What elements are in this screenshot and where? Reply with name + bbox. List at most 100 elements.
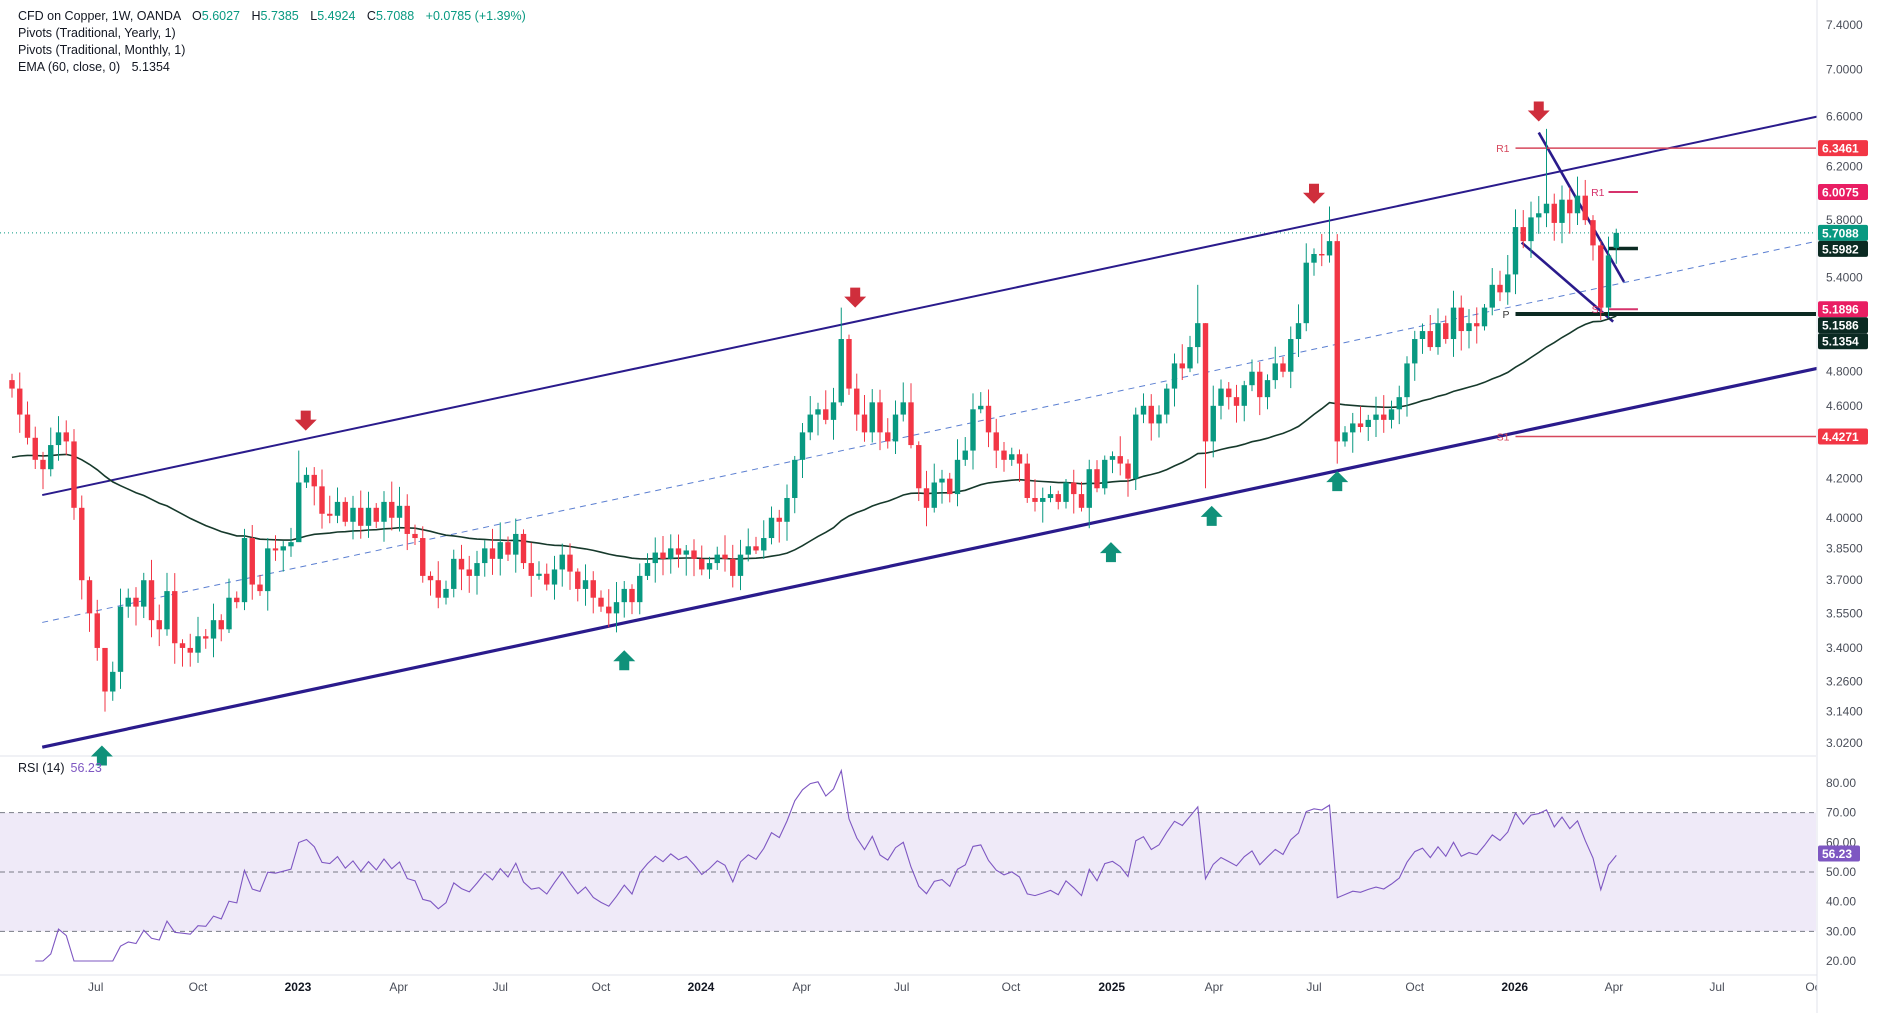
candle	[978, 392, 984, 414]
candle	[1280, 356, 1286, 378]
candle	[1319, 233, 1325, 267]
candle-body	[358, 507, 364, 526]
candle	[567, 543, 573, 590]
candle	[962, 437, 968, 466]
candle	[1195, 284, 1201, 364]
indicator-legend-ema[interactable]: EMA (60, close, 0) 5.1354	[18, 59, 526, 76]
candle-body	[861, 414, 868, 433]
candle-body	[520, 533, 527, 564]
candle	[133, 587, 139, 626]
candle	[761, 520, 767, 559]
candle	[1443, 315, 1449, 344]
candle	[861, 395, 868, 442]
candle-body	[1164, 388, 1170, 415]
price-label-badge	[1818, 301, 1868, 318]
candle	[582, 564, 589, 606]
candle	[265, 538, 271, 611]
price-label-text: 5.1586	[1822, 319, 1859, 333]
candle	[1582, 179, 1588, 225]
candle	[520, 529, 527, 570]
candle	[706, 556, 713, 579]
candle-body	[954, 459, 961, 495]
candle	[1381, 395, 1387, 433]
candle-body	[544, 573, 550, 585]
open-label: O	[192, 9, 202, 23]
candle	[768, 506, 775, 545]
indicator-legend-monthly-pivots[interactable]: Pivots (Traditional, Monthly, 1)	[18, 43, 186, 57]
candle-body	[768, 517, 775, 539]
candle	[412, 524, 418, 546]
candle-body	[993, 432, 999, 451]
candle-body	[908, 402, 914, 446]
up-arrow-icon	[613, 650, 636, 671]
candle	[1567, 187, 1573, 234]
time-axis[interactable]: Jul Oct 2023 Apr Jul Oct 2024 Apr Jul Oct 2025 Apr J…	[88, 980, 1825, 994]
candle-body	[272, 548, 279, 551]
candle	[1427, 315, 1433, 351]
candle	[1512, 209, 1519, 295]
candle	[117, 588, 124, 689]
candle-body	[40, 459, 46, 470]
candle	[48, 427, 54, 477]
rsi-legend[interactable]: RSI (14) 56.23	[18, 761, 102, 775]
candle-body	[195, 636, 201, 653]
candle	[644, 553, 651, 580]
symbol-title: CFD on Copper, 1W, OANDA	[18, 9, 181, 23]
candle-body	[1133, 414, 1139, 479]
candle	[1295, 304, 1302, 357]
candle-body	[110, 671, 116, 692]
price-label-badge	[1818, 317, 1868, 334]
price-axis[interactable]: 7.4000 7.0000 6.6000 6.2000 5.8000 5.4000 4.80…	[1816, 0, 1884, 1013]
candle-body	[1435, 323, 1441, 348]
time-tick-label: Oct	[592, 980, 611, 994]
time-tick-label: Oct	[1405, 980, 1424, 994]
candle-body	[722, 554, 728, 559]
candle-body	[1582, 195, 1588, 221]
ema-line	[11, 315, 1617, 560]
candle-body	[706, 563, 713, 570]
candle-body	[1233, 397, 1240, 406]
candle	[1133, 407, 1139, 491]
candle	[1396, 385, 1402, 425]
candle-body	[1319, 253, 1325, 256]
candle	[327, 495, 333, 524]
price-label-badge	[1818, 224, 1868, 241]
candle-body	[776, 517, 782, 522]
symbol-legend-row[interactable]: CFD on Copper, 1W, OANDA O5.6027 H5.7385…	[18, 8, 526, 25]
candle	[1388, 400, 1395, 429]
candle-body	[575, 571, 581, 589]
time-tick-label: Oct	[1002, 980, 1021, 994]
indicator-legend-yearly-pivots[interactable]: Pivots (Traditional, Yearly, 1)	[18, 26, 176, 40]
candle	[1419, 323, 1426, 354]
candle	[675, 534, 682, 568]
rsi-tick-label: 30.00	[1826, 924, 1856, 938]
candle	[396, 486, 403, 532]
candle	[1140, 393, 1147, 424]
annotations-layer	[90, 101, 1550, 766]
candle	[482, 540, 488, 577]
channel-middle-line	[42, 240, 1818, 623]
candle-body	[1094, 469, 1100, 489]
candle	[830, 387, 837, 440]
low-value: 5.4924	[317, 9, 356, 23]
candle	[900, 382, 906, 422]
candle	[513, 518, 519, 573]
candle-body	[389, 501, 395, 518]
rsi-tick-label: 80.00	[1826, 776, 1856, 790]
candle-body	[1443, 323, 1449, 340]
candle-body	[1109, 456, 1116, 460]
candle	[234, 591, 240, 609]
candle	[1086, 459, 1092, 529]
candle-body	[489, 548, 496, 559]
candle	[1474, 307, 1480, 344]
candle-body	[1613, 232, 1619, 248]
candle	[598, 590, 604, 612]
down-arrow-icon	[844, 287, 867, 308]
candle-body	[187, 647, 193, 653]
candle	[730, 544, 736, 588]
candle-body	[923, 488, 930, 508]
candle-body	[156, 620, 162, 630]
up-arrow-icon	[1200, 505, 1223, 526]
candle	[420, 526, 426, 583]
